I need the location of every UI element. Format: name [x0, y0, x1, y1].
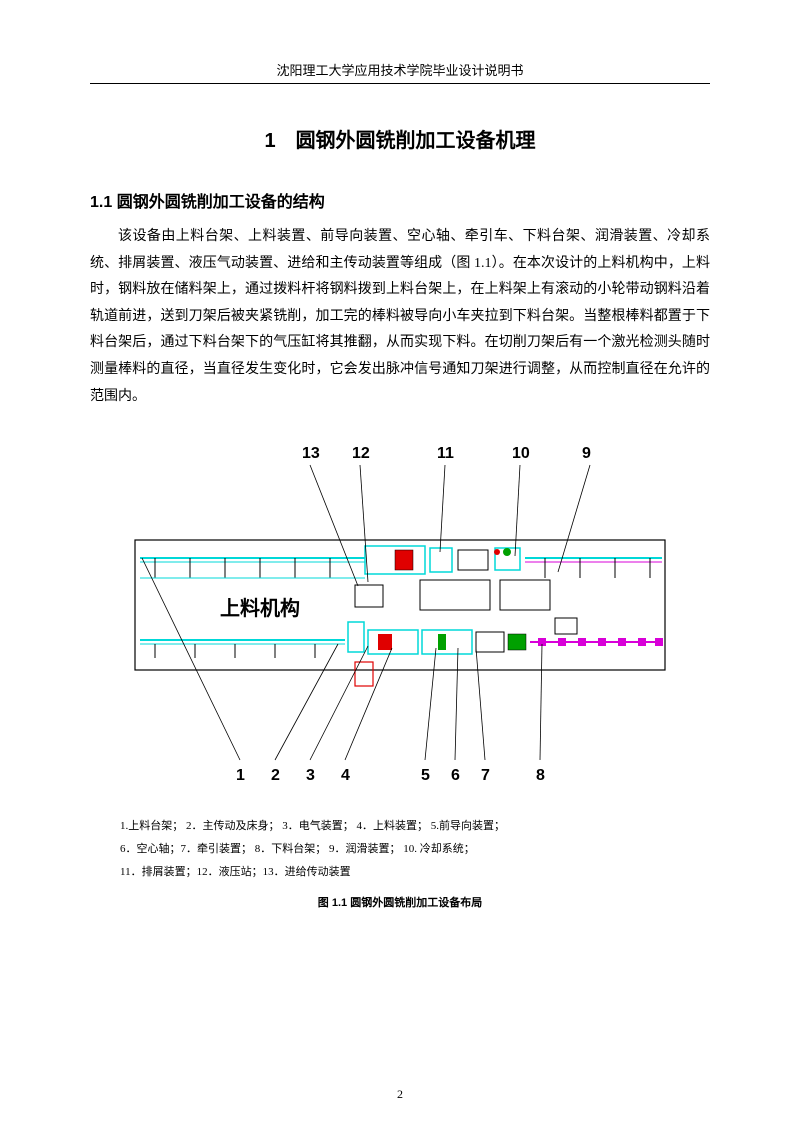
svg-text:5: 5	[421, 767, 430, 784]
svg-text:7: 7	[481, 767, 490, 784]
figure-caption: 图 1.1 圆钢外圆铣削加工设备布局	[90, 894, 710, 910]
svg-text:8: 8	[536, 767, 545, 784]
diagram-label: 上料机构	[220, 596, 300, 620]
svg-text:6: 6	[451, 767, 460, 784]
section-number: 1.1	[90, 194, 112, 211]
chapter-text: 圆钢外圆铣削加工设备机理	[296, 130, 536, 152]
top-rail-right	[525, 558, 662, 578]
page-header: 沈阳理工大学应用技术学院毕业设计说明书	[90, 60, 710, 84]
top-machinery	[365, 546, 520, 574]
box-11	[420, 580, 490, 610]
legend-line-1: 1.上料台架； 2．主传动及床身； 3．电气装置； 4．上料装置； 5.前导向装…	[120, 815, 680, 838]
callout-layer: 13121110912345678	[142, 445, 591, 784]
chapter-title: 1 圆钢外圆铣削加工设备机理	[90, 124, 710, 153]
figure-legend: 1.上料台架； 2．主传动及床身； 3．电气装置； 4．上料装置； 5.前导向装…	[90, 815, 710, 884]
bottom-machinery	[348, 622, 526, 686]
svg-text:4: 4	[341, 767, 350, 784]
legend-line-2: 6．空心轴；7．牵引装置； 8．下料台架； 9．润滑装置； 10. 冷却系统；	[120, 838, 680, 861]
svg-text:1: 1	[236, 767, 245, 784]
body-paragraph: 该设备由上料台架、上料装置、前导向装置、空心轴、牵引车、下料台架、润滑装置、冷却…	[90, 224, 710, 410]
svg-text:11: 11	[437, 445, 454, 462]
bottom-rail-right	[530, 638, 663, 646]
svg-text:2: 2	[271, 767, 280, 784]
chapter-number: 1	[264, 130, 275, 152]
bottom-rail-left	[140, 640, 345, 658]
section-text: 圆钢外圆铣削加工设备的结构	[117, 194, 325, 211]
section-title: 1.1 圆钢外圆铣削加工设备的结构	[90, 188, 710, 212]
legend-line-3: 11．排屑装置；12．液压站；13．进给传动装置	[120, 861, 680, 884]
box-9	[555, 618, 577, 634]
figure-diagram: 上料机构	[100, 430, 700, 800]
top-rail-left	[140, 558, 365, 578]
svg-text:9: 9	[582, 445, 591, 462]
page-number: 2	[0, 1087, 800, 1102]
svg-text:12: 12	[352, 445, 370, 462]
svg-text:3: 3	[306, 767, 315, 784]
box-10	[500, 580, 550, 610]
svg-text:13: 13	[302, 445, 320, 462]
box-12	[355, 585, 383, 607]
svg-text:10: 10	[512, 445, 530, 462]
